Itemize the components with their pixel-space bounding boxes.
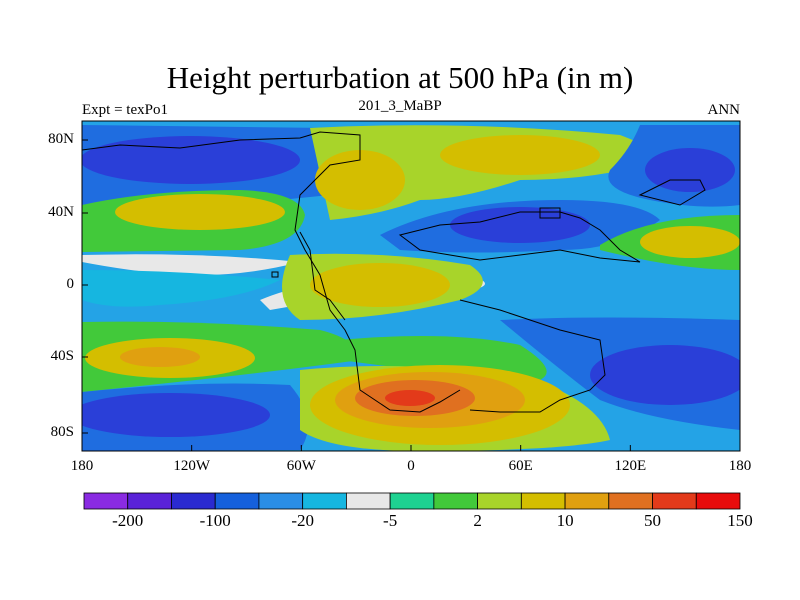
- contour-band: [82, 393, 270, 437]
- lon-tick-label: 0: [407, 458, 415, 474]
- season-label: ANN: [707, 102, 741, 118]
- lat-tick-label: 40S: [50, 348, 74, 364]
- colorbar-swatch: [520, 492, 566, 510]
- lat-tick-label: 40N: [48, 204, 74, 220]
- colorbar-swatch: [214, 492, 260, 510]
- coastline: [271, 271, 279, 278]
- contour-band: [82, 270, 280, 307]
- contour-band: [440, 135, 600, 175]
- plot-title: Height perturbation at 500 hPa (in m): [166, 60, 634, 95]
- coastline: [459, 299, 606, 413]
- coastline: [398, 211, 641, 263]
- colorbar-swatch: [171, 492, 216, 510]
- colorbar-label: 50: [644, 511, 662, 530]
- coastline: [82, 131, 461, 413]
- colorbar-label: -5: [383, 511, 398, 530]
- contour-field: [82, 121, 740, 451]
- contour-band: [82, 136, 300, 184]
- lon-tick-label: 120E: [614, 458, 647, 474]
- colorbar-swatch: [389, 492, 435, 510]
- contour-band: [310, 263, 450, 307]
- contour-band: [590, 345, 740, 405]
- lon-tick-label: 60E: [508, 458, 533, 474]
- experiment-label: Expt = texPo1: [82, 102, 168, 118]
- lon-tick-label: 180: [70, 458, 94, 474]
- coastline: [539, 207, 561, 219]
- colorbar-swatch: [127, 492, 172, 510]
- lat-tick-label: 80N: [48, 131, 74, 147]
- lon-tick-label: 120W: [173, 458, 210, 474]
- colorbar-swatch: [83, 492, 129, 510]
- colorbar-swatch: [564, 492, 610, 510]
- contour-band: [82, 254, 300, 275]
- colorbar-swatch: [302, 492, 347, 510]
- colorbar-swatch: [652, 492, 697, 510]
- colorbar-label: 150: [727, 511, 753, 530]
- lon-tick-label: 60W: [286, 458, 316, 474]
- coastlines: [82, 131, 706, 413]
- coastline: [638, 179, 706, 206]
- colorbar-label: -100: [199, 511, 231, 530]
- contour-band: [385, 390, 435, 406]
- lat-axis: [82, 139, 88, 434]
- colorbar-swatch: [258, 492, 304, 510]
- colorbar-label: 10: [556, 511, 574, 530]
- colorbar-label: -20: [291, 511, 314, 530]
- colorbar-swatch: [433, 492, 479, 510]
- lon-axis: [81, 445, 741, 451]
- colorbar-swatch: [345, 492, 391, 510]
- contour-band: [120, 347, 200, 367]
- colorbar: [83, 492, 741, 510]
- case-label: 201_3_MaBP: [358, 98, 442, 114]
- colorbar-swatch: [477, 492, 522, 510]
- colorbar-swatch: [608, 492, 653, 510]
- colorbar-label: -200: [112, 511, 144, 530]
- contour-band: [640, 226, 740, 258]
- lat-tick-label: 0: [66, 276, 75, 292]
- contour-band: [450, 207, 590, 243]
- coastline: [299, 231, 346, 321]
- colorbar-swatch: [695, 492, 741, 510]
- lat-tick-label: 80S: [50, 424, 74, 440]
- contour-band: [115, 194, 285, 230]
- lon-tick-label: 180: [728, 458, 752, 474]
- contour-band: [315, 150, 405, 210]
- colorbar-label: 2: [473, 511, 482, 530]
